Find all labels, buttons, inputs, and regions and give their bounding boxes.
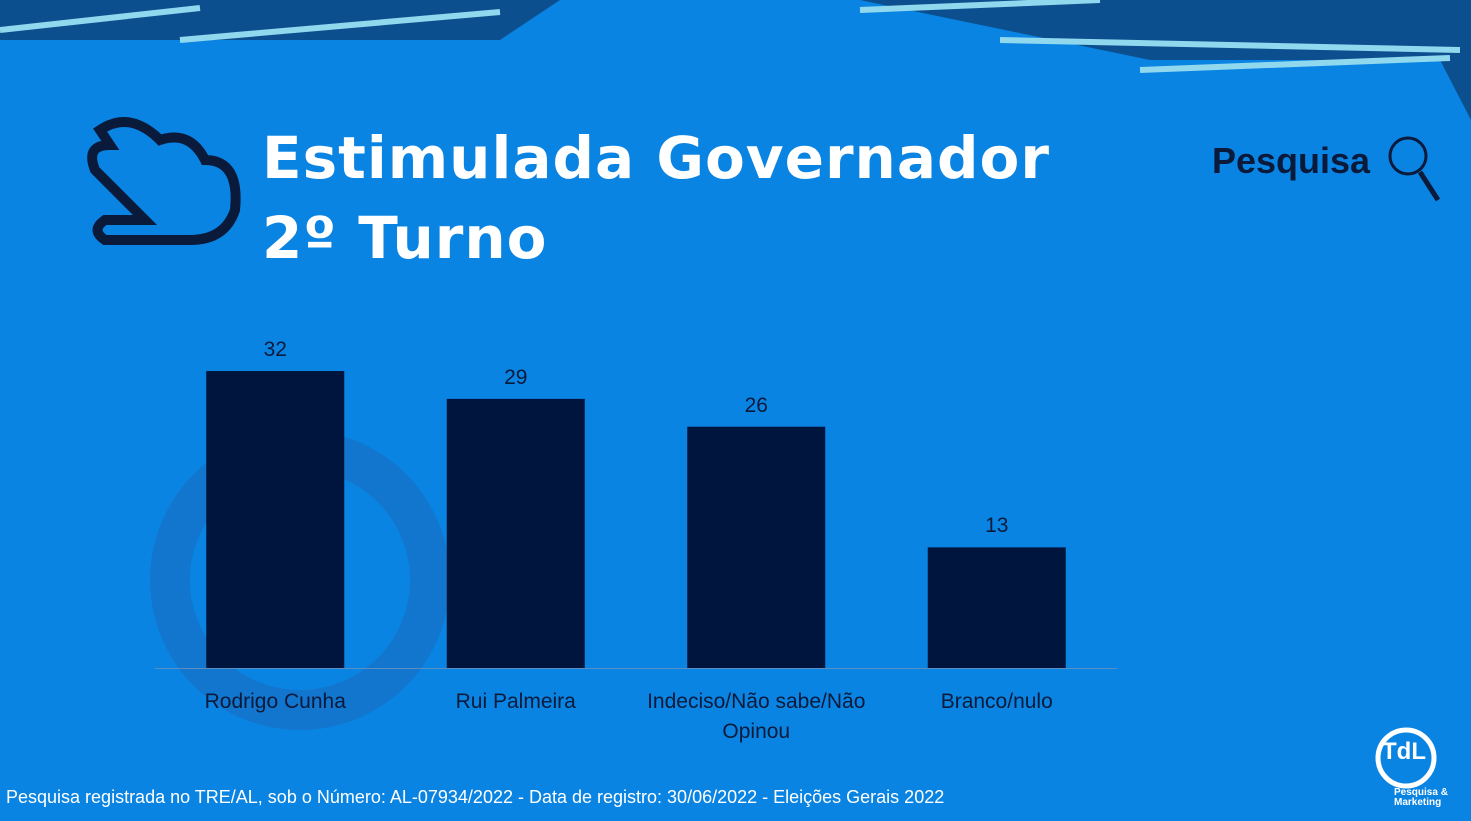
value-label: 26 [744,393,768,417]
chart-title: Estimulada Governador 2º Turno [262,124,1050,272]
decor [860,0,1471,120]
logo: TdL [1382,738,1426,765]
search-icon [1388,136,1428,176]
bar [927,547,1066,668]
value-label: 29 [504,365,528,389]
x-tick-label: Indeciso/Não sabe/Não Opinou [647,690,866,743]
search-icon [1417,170,1441,202]
brand: Pesquisa [1212,140,1371,181]
value-label: 32 [263,338,287,362]
x-tick-label: Rui Palmeira [455,690,576,713]
x-tick-label: Rodrigo Cunha [204,690,346,713]
bar [206,371,345,668]
bar [687,426,826,668]
decor-stripes [0,0,1461,73]
logo-caption: Pesquisa & Marketing [1394,787,1448,808]
x-tick-label: Branco/nulo [940,690,1053,713]
hand-icon [87,117,241,245]
bar [446,398,585,668]
footnote: Pesquisa registrada no TRE/AL, sob o Núm… [6,787,945,807]
value-label: 13 [985,514,1009,538]
logo-ring [1375,727,1437,789]
decor [0,0,560,40]
